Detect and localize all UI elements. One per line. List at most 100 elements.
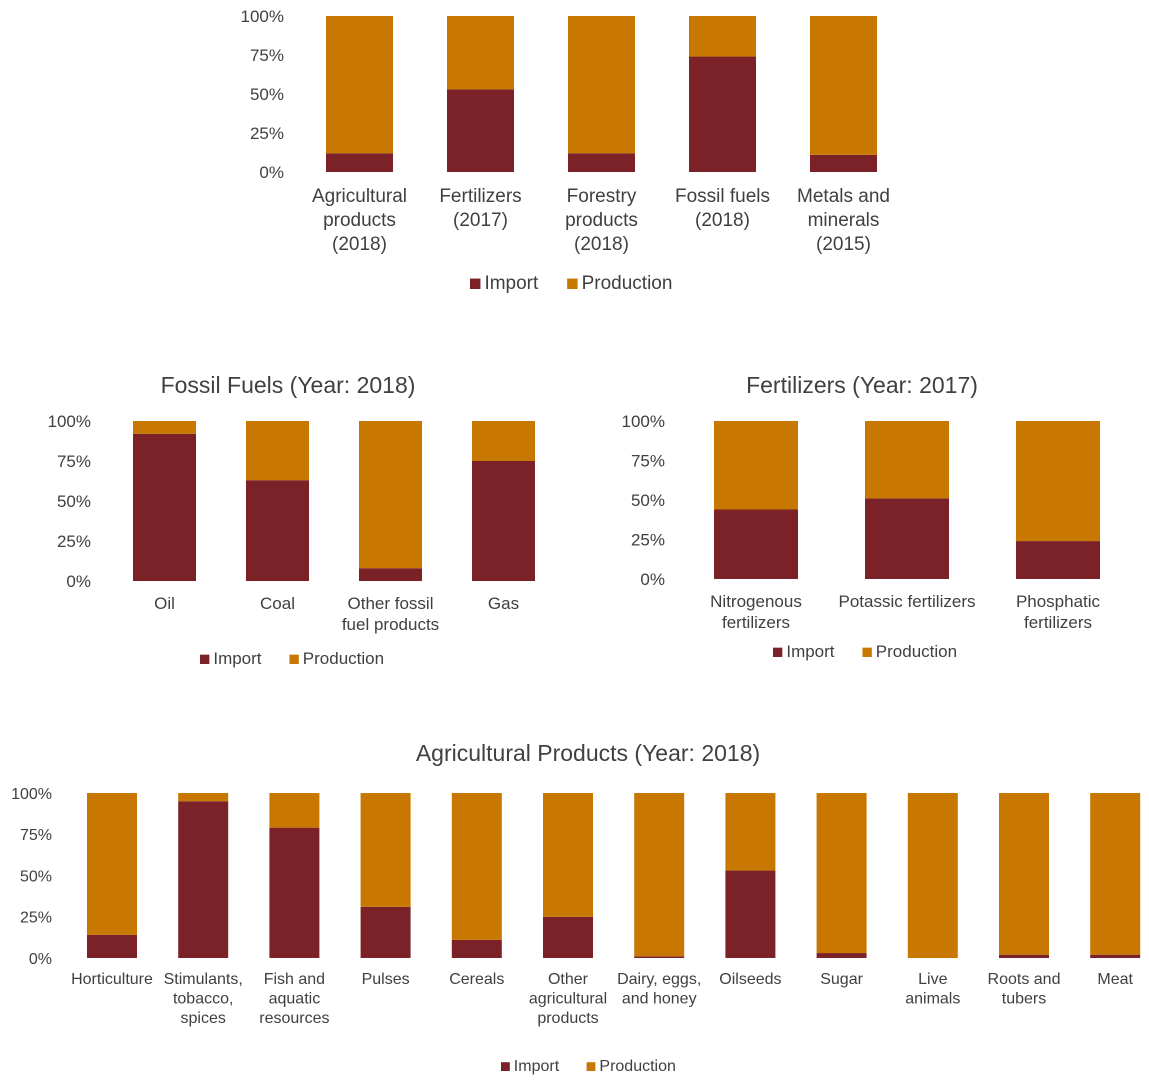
bar-production <box>634 793 685 957</box>
x-tick-label: (2017) <box>453 210 508 231</box>
bar-import <box>133 433 196 581</box>
bar-import <box>472 461 535 581</box>
bar-import <box>999 954 1049 958</box>
bar-production <box>447 16 514 90</box>
bar-import <box>326 153 393 172</box>
x-tick-label: aquatic <box>269 991 321 1008</box>
x-tick-label: Other <box>548 971 589 988</box>
x-tick-label: products <box>537 1010 598 1027</box>
x-tick-label: Pulses <box>362 971 410 988</box>
bar-import <box>87 934 137 958</box>
x-tick-label: fertilizers <box>1024 613 1092 632</box>
y-tick-label: 0% <box>29 951 52 968</box>
y-tick-label: 0% <box>640 570 665 589</box>
bar-import <box>634 956 685 958</box>
y-tick-label: 25% <box>250 124 284 143</box>
bar-production <box>543 793 593 917</box>
bar-import <box>447 89 514 172</box>
x-tick-label: agricultural <box>529 991 607 1008</box>
legend-label-import: Import <box>213 649 261 668</box>
bar-production <box>907 793 958 958</box>
x-tick-label: animals <box>905 991 960 1008</box>
y-tick-label: 100% <box>241 7 284 26</box>
chart-title: Fossil Fuels (Year: 2018) <box>161 372 416 398</box>
x-tick-label: (2015) <box>816 234 871 255</box>
bar-import <box>714 509 798 579</box>
chart-4: Agricultural Products (Year: 2018) 0% 25% 5… <box>11 740 1141 1075</box>
x-tick-label: Dairy, eggs, <box>617 971 701 988</box>
x-tick-label: (2018) <box>695 210 750 231</box>
bar-import <box>689 56 756 173</box>
bar-production <box>451 793 502 940</box>
y-tick-label: 100% <box>11 786 52 803</box>
x-tick-label: Roots and <box>988 971 1061 988</box>
y-tick-label: 50% <box>250 85 284 104</box>
chart-title: Agricultural Products (Year: 2018) <box>416 740 760 766</box>
chart-2: Fossil Fuels (Year: 2018) 0% 25% 50% 75% 100%… <box>48 372 535 668</box>
legend-label-import: Import <box>786 642 834 661</box>
legend-label-production: Production <box>303 649 384 668</box>
x-tick-label: (2018) <box>332 234 387 255</box>
y-tick-label: 50% <box>631 491 665 510</box>
legend-label-production: Production <box>599 1058 676 1075</box>
legend-swatch-import <box>470 278 481 289</box>
y-tick-label: 25% <box>20 910 52 927</box>
x-tick-label: Oil <box>154 594 175 613</box>
bar-production <box>714 421 798 510</box>
x-tick-label: and honey <box>622 991 697 1008</box>
bar-production <box>568 16 635 154</box>
x-tick-label: Nitrogenous <box>710 592 802 611</box>
y-tick-label: 0% <box>66 572 91 591</box>
bar-import <box>269 827 320 958</box>
bar-import <box>568 153 635 172</box>
x-tick-label: Phosphatic <box>1016 592 1101 611</box>
bar-import <box>360 906 411 958</box>
legend-swatch-production <box>289 654 299 664</box>
x-tick-label: Meat <box>1097 971 1133 988</box>
bar-production <box>472 421 535 461</box>
legend-label-import: Import <box>484 273 539 294</box>
bar-production <box>816 793 867 954</box>
x-tick-label: Coal <box>260 594 295 613</box>
legend-swatch-production <box>567 278 578 289</box>
bar-production <box>246 421 309 481</box>
x-tick-label: Fish and <box>264 971 325 988</box>
bar-production <box>810 16 877 155</box>
y-tick-label: 0% <box>259 163 284 182</box>
x-tick-label: Other fossil <box>348 594 434 613</box>
y-tick-label: 50% <box>20 868 52 885</box>
x-tick-label: Cereals <box>449 971 504 988</box>
x-tick-label: Potassic fertilizers <box>839 592 976 611</box>
x-tick-label: resources <box>259 1010 329 1027</box>
bar-import <box>1090 954 1141 958</box>
y-tick-label: 100% <box>622 412 665 431</box>
y-tick-label: 75% <box>250 46 284 65</box>
bar-production <box>178 793 229 802</box>
x-tick-label: fuel products <box>342 615 439 634</box>
legend-label-import: Import <box>514 1058 560 1075</box>
bar-production <box>359 421 422 569</box>
x-tick-label: Sugar <box>820 971 863 988</box>
x-tick-label: fertilizers <box>722 613 790 632</box>
bar-import <box>865 498 949 579</box>
bar-production <box>865 421 949 499</box>
y-tick-label: 25% <box>57 532 91 551</box>
bar-production <box>133 421 196 434</box>
x-tick-label: Oilseeds <box>719 971 781 988</box>
bar-production <box>1016 421 1100 542</box>
bar-production <box>326 16 393 154</box>
y-tick-label: 50% <box>57 492 91 511</box>
chart-3: Fertilizers (Year: 2017) 0% 25% 50% 75% 100% N… <box>622 372 1101 661</box>
bar-production <box>1090 793 1141 955</box>
x-tick-label: Agricultural <box>312 186 407 207</box>
legend-swatch-import <box>200 654 210 664</box>
x-tick-label: products <box>565 210 638 231</box>
bar-import <box>816 953 867 958</box>
y-tick-label: 25% <box>631 531 665 550</box>
bar-import <box>810 154 877 172</box>
x-tick-label: Forestry <box>567 186 637 207</box>
x-tick-label: tubers <box>1002 991 1046 1008</box>
bar-import <box>543 916 593 958</box>
bar-import <box>451 939 502 958</box>
y-tick-label: 75% <box>20 827 52 844</box>
